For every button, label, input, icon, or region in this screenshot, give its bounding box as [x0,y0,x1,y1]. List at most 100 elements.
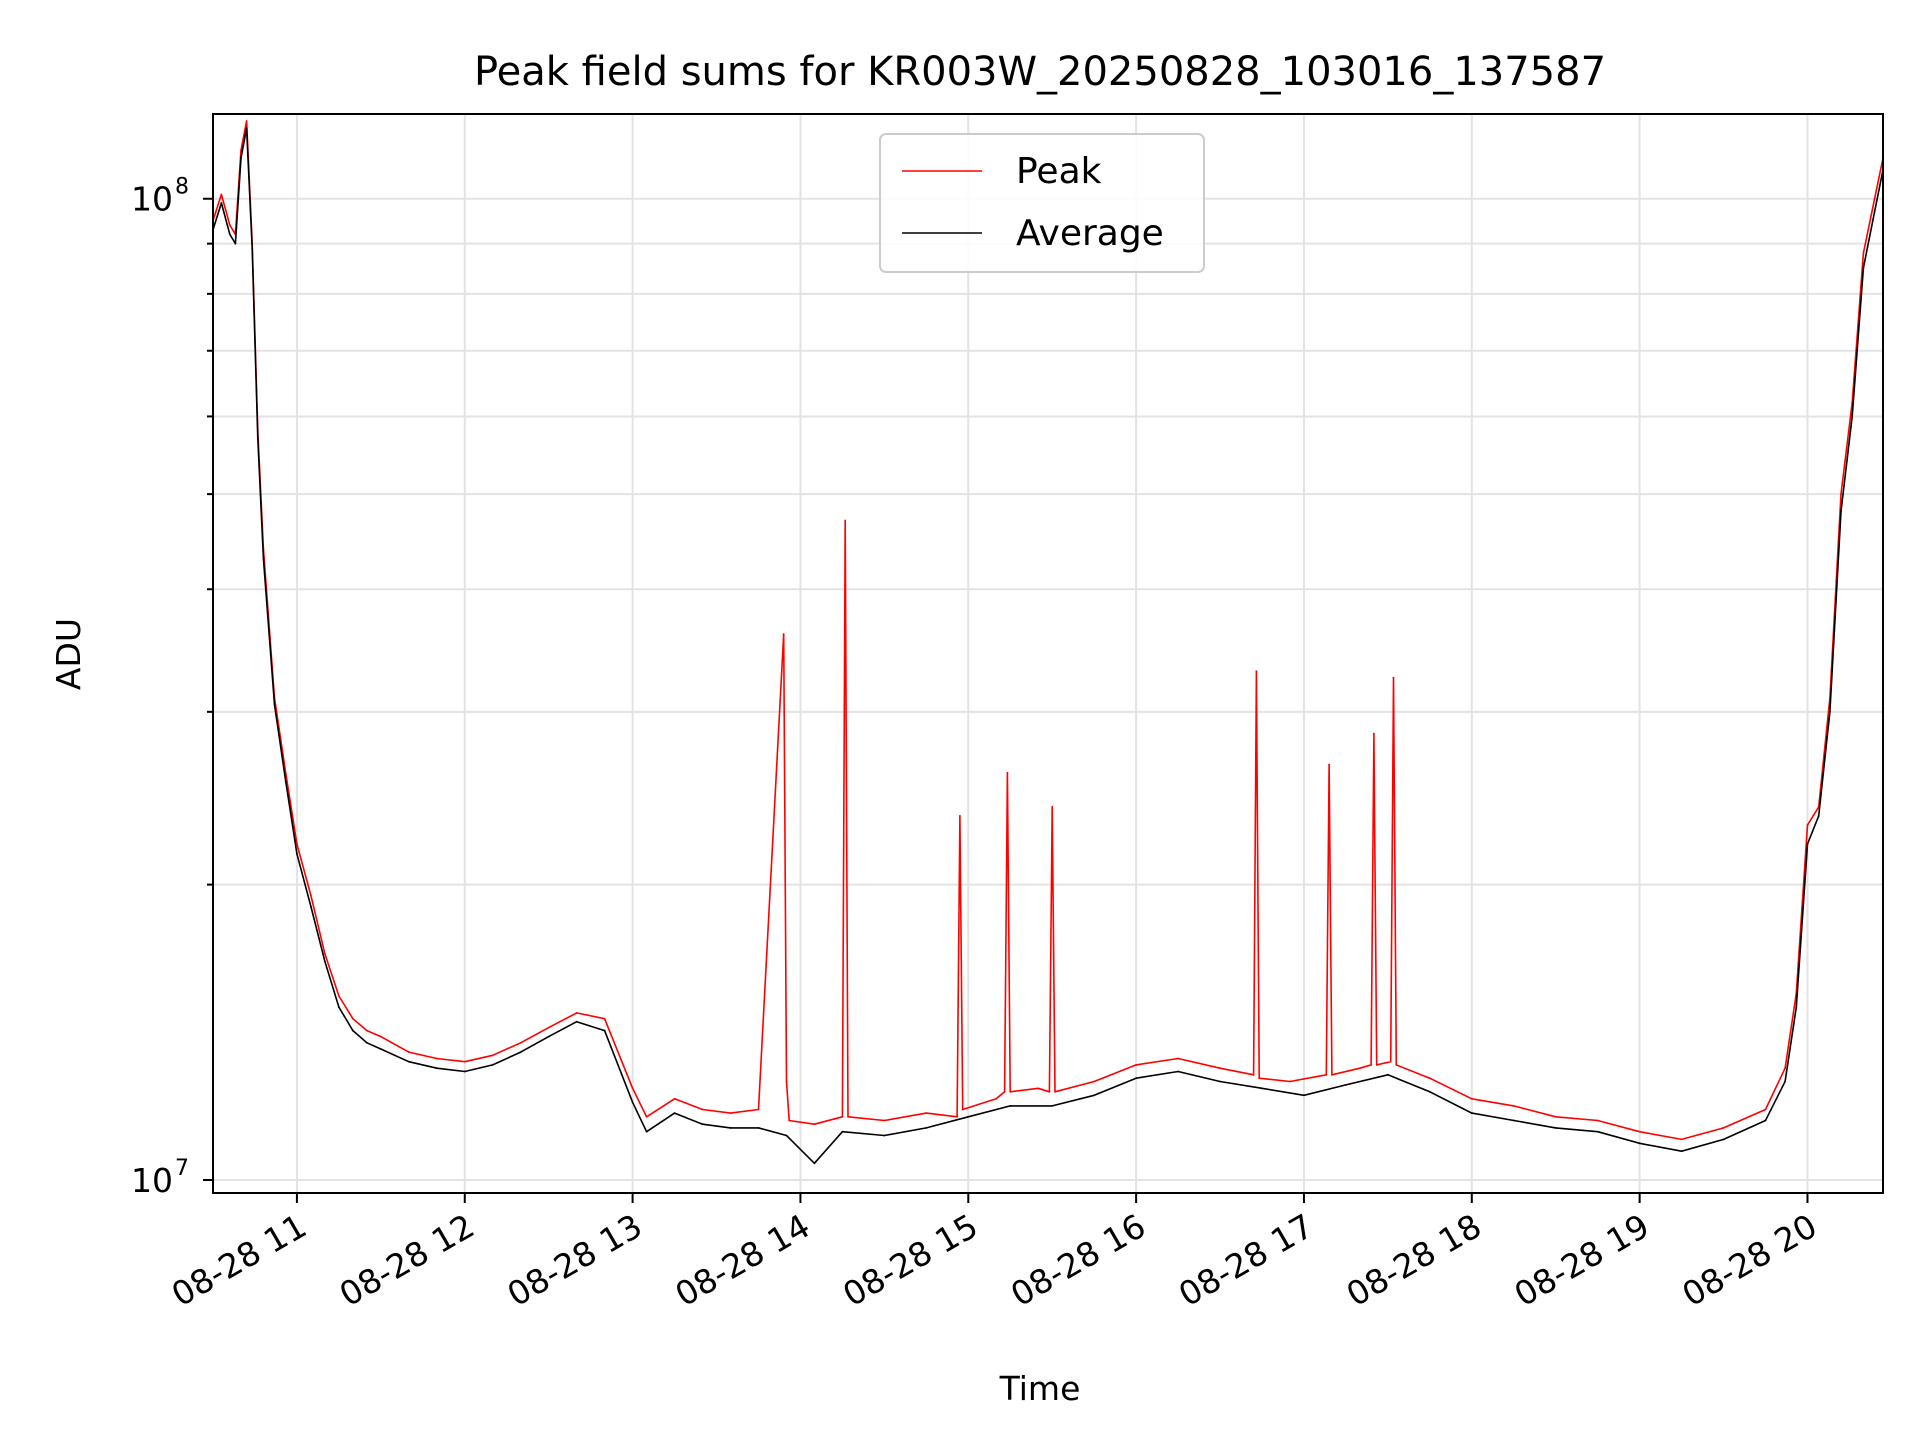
data-point-average [240,157,242,160]
data-point-peak [245,120,248,122]
data-point-peak [1135,1064,1138,1066]
data-point-peak [729,1112,732,1115]
data-point-average [1851,415,1854,418]
data-point-average [519,1051,522,1054]
data-point-average [1261,1087,1263,1090]
gridlines [213,114,1883,1193]
data-point-peak [1009,1090,1012,1093]
data-point-average [1722,1138,1725,1141]
data-point-average [1680,1150,1683,1153]
data-point-average [1135,1077,1138,1080]
data-point-average [1596,1130,1599,1133]
data-point-peak [1554,1115,1557,1118]
data-point-average [757,1127,760,1129]
data-point-average [273,703,276,706]
data-point-peak [1806,824,1809,826]
data-point-peak [1392,676,1395,679]
data-point-peak [1638,1130,1641,1133]
legend-label-average: Average [1016,213,1164,254]
data-point-average [365,1041,368,1044]
data-point-average [234,242,237,245]
data-point-peak [847,1115,849,1118]
data-point-peak [788,1119,791,1122]
data-point-average [1764,1119,1767,1122]
data-point-peak [435,1057,438,1060]
data-point-average [262,557,265,560]
data-point-peak [240,149,242,152]
data-point-average [1512,1119,1515,1122]
data-point-peak [1255,670,1258,673]
data-point-peak [1258,1077,1261,1080]
data-point-average [1093,1094,1096,1097]
data-point-average [883,1134,886,1137]
data-point-peak [1331,1073,1333,1076]
chart-title: Peak field sums for KR003W_20250828_1030… [474,49,1606,95]
data-point-peak [1051,806,1054,808]
legend: Peak Average [879,133,1205,273]
data-point-average [1428,1090,1431,1093]
data-point-average [1840,510,1842,513]
data-point-peak [1840,493,1842,496]
data-point-peak [1359,1067,1361,1070]
data-point-average [1817,814,1820,817]
data-point-average [1219,1080,1221,1083]
data-point-average [351,1029,354,1032]
y-tick-label: 10 7 [131,1156,189,1200]
data-point-average [813,1162,816,1165]
data-point-peak [365,1029,368,1032]
data-point-peak [1048,1090,1051,1093]
data-point-peak [1370,1064,1372,1066]
data-point-average [1470,1112,1473,1115]
data-point-peak [1003,1090,1006,1093]
data-point-peak [782,633,785,636]
y-tick-exponent: 8 [175,175,189,200]
data-point-average [1009,1104,1012,1107]
data-point-average [1784,1080,1786,1083]
data-point-average [785,1134,788,1137]
data-point-average [220,202,223,204]
data-point-average [1051,1104,1054,1107]
data-point-peak [1375,1064,1378,1066]
data-point-average [323,960,326,963]
data-point-average [645,1130,648,1133]
data-point-peak [519,1041,522,1044]
data-point-average [967,1115,970,1118]
data-point-average [631,1101,634,1104]
data-point-peak [757,1108,760,1111]
data-point-average [256,437,259,440]
y-axis-label: ADU [49,618,88,690]
data-point-peak [1372,732,1375,735]
data-point-average [1862,267,1865,269]
data-point-peak [1177,1057,1179,1060]
data-point-peak [1037,1087,1040,1090]
data-point-average [701,1123,704,1126]
data-point-peak [1862,252,1865,255]
data-point-average [1638,1142,1641,1145]
data-point-peak [1428,1077,1431,1080]
data-point-average [310,905,312,908]
data-point-peak [673,1097,676,1100]
data-point-peak [631,1087,634,1090]
data-point-peak [844,519,847,522]
data-point-peak [603,1017,606,1020]
data-point-peak [491,1054,494,1057]
data-point-peak [323,952,326,955]
data-point-average [245,127,248,130]
x-axis-label: Time [999,1369,1081,1408]
data-point-peak [1873,197,1876,200]
data-point-average [1177,1070,1179,1073]
data-point-average [575,1020,578,1023]
data-point-peak [925,1112,928,1115]
data-point-peak [1764,1108,1767,1111]
data-point-peak [463,1060,466,1063]
data-point-peak [1470,1097,1473,1100]
data-point-average [463,1070,466,1073]
data-point-peak [379,1035,382,1038]
data-point-peak [1389,1060,1392,1063]
data-point-peak [1596,1119,1599,1122]
series-lines [212,120,1884,1165]
data-point-peak [310,894,312,897]
data-point-average [1806,843,1809,845]
data-point-average [1828,710,1831,713]
